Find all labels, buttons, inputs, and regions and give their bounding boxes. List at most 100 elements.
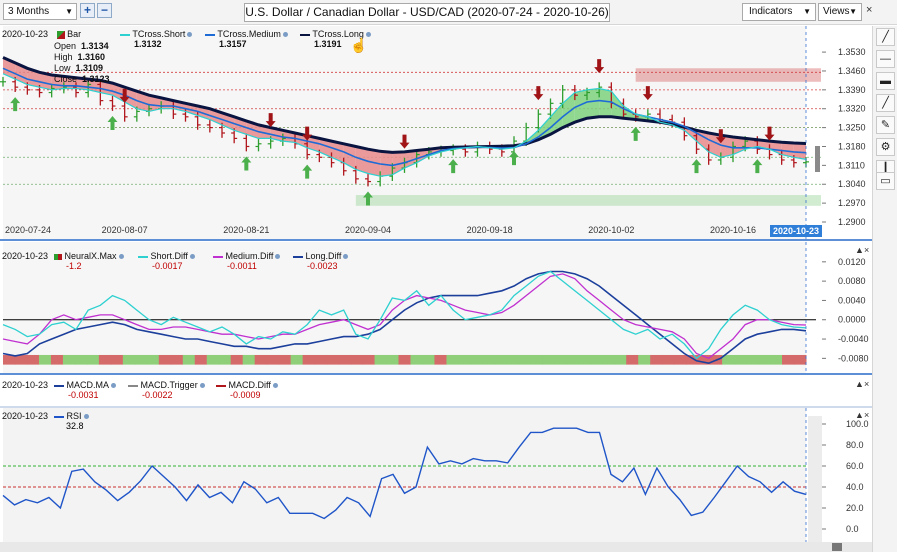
range-select-label: 3 Months — [8, 6, 50, 17]
neural-block — [98, 354, 112, 365]
vertical-line-tool-icon[interactable]: ╱ — [876, 94, 895, 112]
neural-legend: NeuralX.Max -1.2 — [54, 251, 124, 271]
rsi-swatch-icon — [54, 415, 64, 418]
macd-legend-date: 2020-10-23 — [2, 380, 49, 390]
sell-arrow-icon — [764, 126, 775, 141]
tcross-medium-legend: TCross.Medium 1.3157 — [205, 29, 288, 49]
y-tick-label: 80.0 — [846, 440, 864, 450]
horizontal-line-tool-icon[interactable]: — — [876, 50, 895, 68]
chart-area[interactable]: 1.3530 1.3460 1.3390 1.3320 1.3250 1.3180 1.31… — [0, 26, 872, 552]
info-icon[interactable] — [118, 254, 124, 260]
neural-block — [650, 354, 663, 365]
long-diff-swatch-icon — [293, 255, 303, 258]
cloud-segment — [550, 103, 563, 135]
cloud-segment — [27, 68, 40, 88]
rsi-value: 32.8 — [66, 421, 84, 431]
zoom-in-button[interactable]: + — [80, 3, 95, 18]
zoom-out-button[interactable]: − — [97, 3, 112, 18]
neural-block — [314, 354, 328, 365]
chart-title[interactable]: U.S. Dollar / Canadian Dollar - USD/CAD … — [244, 3, 610, 22]
cloud-segment — [599, 88, 612, 117]
info-icon[interactable] — [272, 383, 278, 389]
long-swatch-icon — [300, 33, 310, 36]
close-pane-icon: × — [864, 410, 869, 420]
settings-icon[interactable]: ⚙ — [876, 138, 895, 156]
chevron-down-icon: ▼ — [65, 7, 73, 16]
low-label: Low — [54, 63, 71, 73]
y-tick-label: 1.3250 — [838, 123, 866, 133]
neural-block — [602, 354, 615, 365]
neural-block — [554, 354, 567, 365]
range-select[interactable]: 3 Months ▼ — [3, 3, 77, 20]
info-icon[interactable] — [111, 383, 117, 389]
info-icon[interactable] — [282, 32, 288, 38]
info-icon[interactable] — [199, 383, 205, 389]
medium-diff-value: -0.0011 — [227, 261, 257, 271]
short-label: TCross.Short — [132, 29, 186, 39]
neural-block — [674, 354, 687, 365]
medium-label: TCross.Medium — [217, 29, 281, 39]
neural-label: NeuralX.Max — [64, 251, 117, 261]
neural-value: -1.2 — [66, 261, 82, 271]
x-tick-label: 2020-08-21 — [223, 225, 269, 235]
line-tool-icon[interactable]: ╱ — [876, 28, 895, 46]
neural-block — [3, 354, 16, 365]
info-icon[interactable] — [189, 254, 195, 260]
macd-trigger-label: MACD.Trigger — [140, 380, 198, 390]
views-label: Views — [823, 6, 850, 17]
y-tick-label: 1.3460 — [838, 66, 866, 76]
macd-diff-value: -0.0009 — [230, 390, 261, 400]
legend-bar-label: Bar — [67, 29, 82, 39]
indicators-dropdown[interactable]: Indicators ▼ — [742, 3, 816, 21]
neural-block — [242, 354, 256, 365]
tcross-short-legend: TCross.Short 1.3132 — [120, 29, 193, 49]
tcross-medium-line — [2, 67, 807, 167]
buy-arrow-icon — [630, 126, 641, 141]
macd-trigger-legend: MACD.Trigger -0.0022 — [128, 380, 205, 400]
info-icon[interactable] — [275, 254, 281, 260]
cloud-segment — [380, 151, 393, 177]
neural-block — [482, 354, 495, 365]
y-tick-label: 0.0000 — [838, 315, 866, 325]
y-tick-label: 1.2970 — [838, 198, 866, 208]
close-icon[interactable]: × — [866, 4, 873, 16]
neural-block — [374, 354, 388, 365]
medium-swatch-icon — [205, 33, 215, 36]
support-zone — [355, 195, 821, 206]
cloud-segment — [587, 88, 600, 119]
neural-block — [434, 354, 447, 365]
eraser-icon[interactable]: ✎ — [876, 116, 895, 134]
neural-block — [746, 354, 759, 365]
open-value: 1.3134 — [81, 41, 109, 51]
medium-value: 1.3157 — [219, 39, 247, 49]
y-tick-label: 0.0080 — [838, 276, 866, 286]
comment-icon[interactable]: ▭ — [876, 172, 895, 190]
info-icon[interactable] — [83, 414, 89, 420]
cloud-segment — [331, 141, 344, 163]
collapse-icon: ▲ — [855, 379, 864, 389]
macd-diff-swatch-icon — [216, 384, 226, 387]
info-icon[interactable] — [343, 254, 349, 260]
legend-date: 2020-10-23 — [2, 29, 49, 39]
cloud-segment — [769, 141, 782, 155]
y-tick-label: 20.0 — [846, 503, 864, 513]
buy-arrow-icon — [509, 151, 519, 166]
horizontal-ray-tool-icon[interactable]: ▬ — [876, 72, 895, 90]
neural-block — [494, 354, 507, 365]
price-plot-background — [3, 26, 806, 240]
short-swatch-icon — [120, 33, 130, 36]
views-dropdown[interactable]: Views ▼ — [818, 3, 862, 21]
neural-block — [50, 354, 64, 365]
neural-block — [158, 354, 172, 365]
short-value: 1.3132 — [134, 39, 162, 49]
neural-swatch-icon — [54, 253, 62, 260]
neural-block — [782, 354, 795, 365]
info-icon[interactable] — [365, 32, 371, 38]
y-tick-label: 1.3180 — [838, 141, 866, 151]
vertical-scrollbar — [815, 146, 820, 172]
y-tick-label: 0.0120 — [838, 257, 866, 267]
neural-block — [530, 354, 543, 365]
sell-arrow-icon — [265, 113, 276, 128]
cloud-segment — [574, 89, 587, 123]
info-icon[interactable] — [187, 32, 193, 38]
